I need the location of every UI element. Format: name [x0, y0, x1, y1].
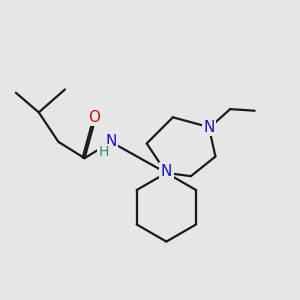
Text: O: O — [88, 110, 101, 125]
Text: H: H — [98, 145, 109, 159]
Text: N: N — [203, 120, 214, 135]
Text: N: N — [105, 134, 116, 149]
Text: N: N — [161, 164, 172, 179]
